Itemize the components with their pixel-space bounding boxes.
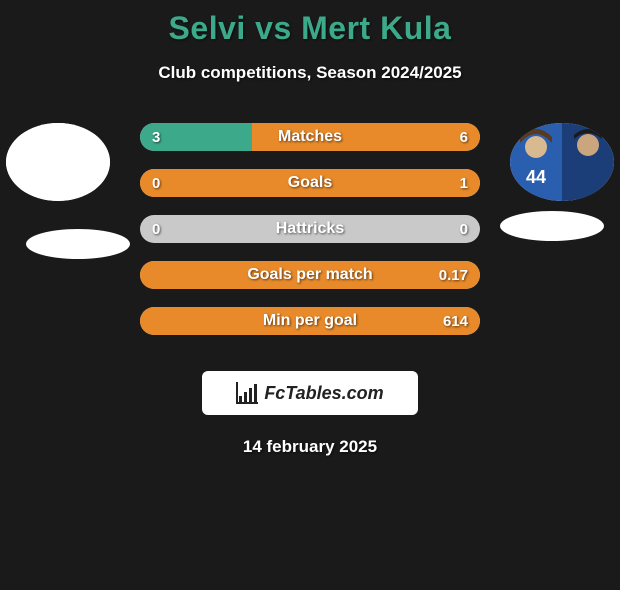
stat-row: 3Matches6 (140, 123, 480, 151)
stat-row: Min per goal614 (140, 307, 480, 335)
player-left-avatar (6, 123, 110, 201)
bar-fill-left (140, 123, 252, 151)
stat-row: 0Goals1 (140, 169, 480, 197)
player-right-block: 44 (510, 123, 614, 241)
date-label: 14 february 2025 (0, 437, 620, 457)
subtitle: Club competitions, Season 2024/2025 (0, 63, 620, 83)
stat-left-value: 0 (152, 221, 160, 238)
site-logo[interactable]: FcTables.com (202, 371, 418, 415)
bar-fill-right (140, 169, 480, 197)
stat-label: Hattricks (140, 220, 480, 238)
bar-fill-right (140, 307, 480, 335)
player-left-block (6, 123, 130, 259)
bar-fill-right (140, 261, 480, 289)
stats-bars: 3Matches6 0Goals1 0Hattricks0 Goals per mat… (140, 123, 480, 335)
stat-right-value: 0 (460, 221, 468, 238)
player-right-avatar: 44 (510, 123, 614, 201)
logo-text: FcTables.com (264, 383, 383, 404)
player-right-flag (500, 211, 604, 241)
comparison-stage: 44 3Matches6 0Goals1 0Hattricks0 Goals per … (0, 123, 620, 353)
stat-row: Goals per match0.17 (140, 261, 480, 289)
stat-row: 0Hattricks0 (140, 215, 480, 243)
page-title: Selvi vs Mert Kula (0, 10, 620, 47)
player-left-flag (26, 229, 130, 259)
svg-text:44: 44 (526, 167, 546, 187)
bar-fill-right (252, 123, 480, 151)
chart-icon (236, 382, 258, 404)
